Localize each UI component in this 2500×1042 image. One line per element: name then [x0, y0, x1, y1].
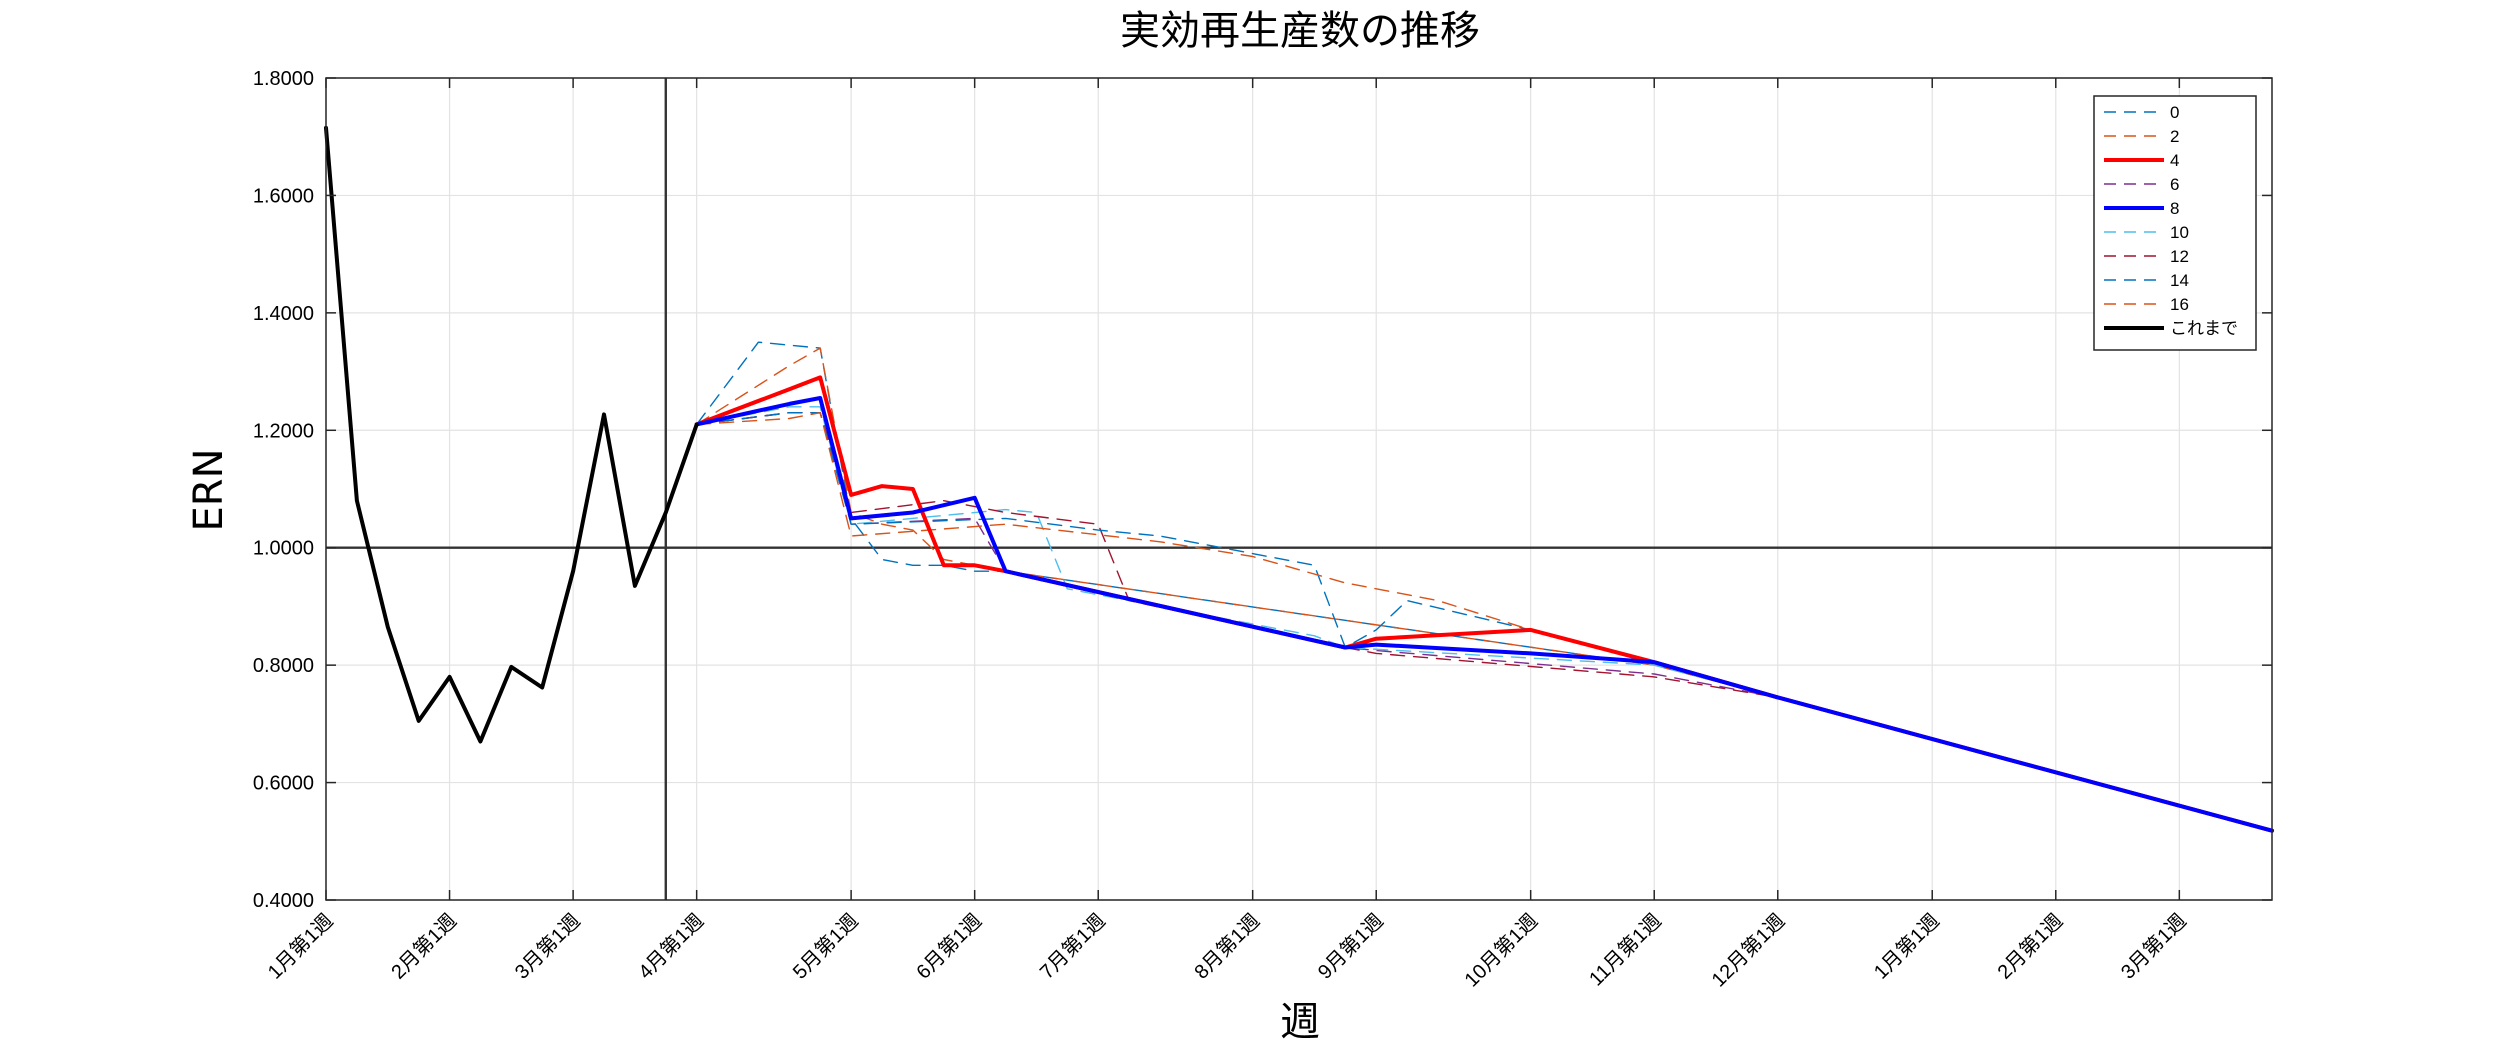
x-tick-label: 1月第1週 — [263, 909, 337, 983]
legend-label: 2 — [2170, 127, 2179, 146]
series-line-2 — [696, 347, 2273, 832]
chart-title: 実効再生産数の推移 — [1120, 8, 1480, 54]
x-tick-label: 1月第1週 — [1869, 909, 1943, 983]
x-tick-label: 3月第1週 — [510, 909, 584, 983]
x-tick-label: 8月第1週 — [1190, 909, 1264, 983]
y-axis-label: ERN — [186, 449, 232, 532]
y-tick-label: 1.0000 — [253, 538, 314, 560]
y-tick-label: 0.4000 — [253, 890, 314, 912]
legend-label: 4 — [2170, 151, 2179, 170]
x-tick-label: 4月第1週 — [634, 909, 708, 983]
legend-label: 14 — [2170, 271, 2189, 290]
legend-label: 10 — [2170, 223, 2189, 242]
legend: 0 2 4 6 8 10 12 14 16 これまで — [2093, 95, 2257, 351]
y-tick-label: 0.6000 — [253, 773, 314, 795]
x-tick-label: 5月第1週 — [788, 909, 862, 983]
legend-label: 0 — [2170, 103, 2179, 122]
x-tick-label: 2月第1週 — [1993, 909, 2067, 983]
x-tick-label: 11月第1週 — [1585, 909, 1666, 990]
series-line-4 — [694, 375, 2274, 833]
x-tick-label: 3月第1週 — [2116, 909, 2190, 983]
y-tick-label: 0.8000 — [253, 655, 314, 677]
x-tick-label: 2月第1週 — [387, 909, 461, 983]
series-lines — [324, 125, 2274, 833]
x-tick-label: 6月第1週 — [912, 909, 986, 983]
x-tick-label: 12月第1週 — [1707, 909, 1789, 991]
series-line-8 — [694, 396, 2274, 833]
x-tick-label: 10月第1週 — [1460, 909, 1542, 991]
legend-label: 12 — [2170, 247, 2189, 266]
legend-box — [2093, 95, 2257, 351]
legend-label: 6 — [2170, 175, 2179, 194]
x-tick-label: 9月第1週 — [1313, 909, 1387, 983]
legend-label: これまで — [2170, 319, 2238, 338]
y-tick-label: 1.6000 — [253, 185, 314, 207]
x-tick-label: 7月第1週 — [1035, 909, 1109, 983]
plot-frame — [325, 77, 2273, 901]
y-tick-label: 1.2000 — [253, 420, 314, 442]
axis-ticks: 0.4000 0.6000 0.8000 1.0000 1.2000 1.4000 1.60… — [253, 68, 2272, 992]
legend-label: 8 — [2170, 199, 2179, 218]
y-tick-label: 1.4000 — [253, 303, 314, 325]
x-axis-label: 週 — [1280, 999, 1320, 1042]
legend-label: 16 — [2170, 295, 2189, 314]
series-line-0 — [696, 341, 2273, 832]
series-line-10 — [696, 406, 2273, 832]
series-line-これまで — [324, 125, 699, 744]
y-tick-label: 1.8000 — [253, 68, 314, 90]
